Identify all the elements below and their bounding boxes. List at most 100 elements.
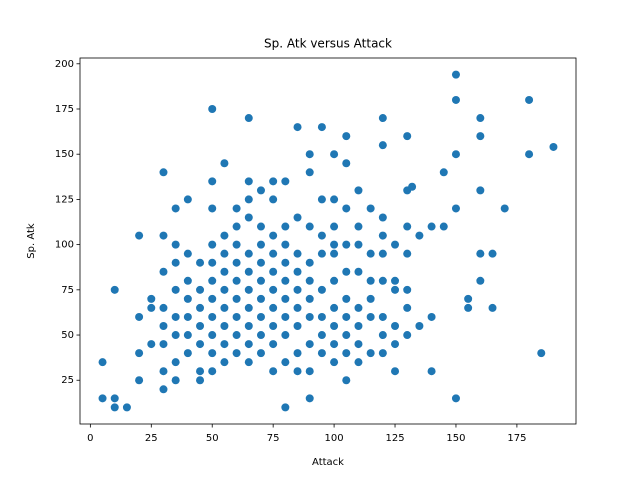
point <box>208 258 217 267</box>
point <box>110 403 119 412</box>
point <box>408 182 417 191</box>
point <box>244 195 253 204</box>
point <box>208 177 217 186</box>
y-tick-label: 25 <box>61 375 74 386</box>
point <box>305 258 314 267</box>
point <box>488 303 497 312</box>
point <box>159 267 168 276</box>
point <box>110 394 119 403</box>
point <box>196 303 205 312</box>
point <box>476 186 485 195</box>
point <box>317 331 326 340</box>
point <box>366 294 375 303</box>
point <box>403 303 412 312</box>
point <box>427 222 436 231</box>
point <box>391 367 400 376</box>
point <box>220 231 229 240</box>
point <box>342 349 351 358</box>
point <box>220 303 229 312</box>
point <box>159 321 168 330</box>
point <box>366 204 375 213</box>
x-tick-label: 125 <box>385 433 404 444</box>
point <box>293 213 302 222</box>
point <box>159 303 168 312</box>
point <box>378 331 387 340</box>
point <box>171 358 180 367</box>
point <box>305 168 314 177</box>
point <box>476 114 485 123</box>
ticks: 0 25 50 75 100 125 150 175 25 50 75 100 125 150 175 200 <box>55 59 527 444</box>
point <box>293 249 302 258</box>
point <box>354 303 363 312</box>
point <box>305 340 314 349</box>
point <box>305 276 314 285</box>
point <box>269 195 278 204</box>
point <box>366 276 375 285</box>
point <box>244 249 253 258</box>
point <box>317 249 326 258</box>
point <box>232 258 241 267</box>
point <box>183 195 192 204</box>
point <box>330 340 339 349</box>
point <box>244 321 253 330</box>
point <box>293 303 302 312</box>
point <box>293 321 302 330</box>
point <box>244 303 253 312</box>
point <box>317 231 326 240</box>
point <box>269 231 278 240</box>
point <box>330 249 339 258</box>
point <box>183 276 192 285</box>
point <box>232 222 241 231</box>
point <box>220 159 229 168</box>
point <box>378 141 387 150</box>
y-tick-label: 75 <box>61 285 74 296</box>
point <box>244 358 253 367</box>
point <box>317 312 326 321</box>
point <box>256 222 265 231</box>
point <box>330 150 339 159</box>
point <box>256 258 265 267</box>
point <box>110 285 119 294</box>
point <box>342 376 351 385</box>
point <box>135 349 144 358</box>
point <box>281 312 290 321</box>
point <box>293 367 302 376</box>
point <box>342 132 351 141</box>
point <box>256 294 265 303</box>
point <box>391 276 400 285</box>
point <box>232 331 241 340</box>
point <box>171 240 180 249</box>
point <box>208 331 217 340</box>
point <box>281 331 290 340</box>
point <box>366 312 375 321</box>
point <box>244 213 253 222</box>
point <box>354 358 363 367</box>
point <box>354 267 363 276</box>
point <box>171 312 180 321</box>
point <box>464 303 473 312</box>
point <box>269 321 278 330</box>
point <box>342 312 351 321</box>
point <box>305 150 314 159</box>
x-axis-label: Attack <box>312 457 344 468</box>
point <box>232 240 241 249</box>
point <box>281 276 290 285</box>
point <box>122 403 131 412</box>
point <box>281 177 290 186</box>
point <box>256 349 265 358</box>
point <box>317 123 326 132</box>
point <box>305 222 314 231</box>
y-axis-label: Sp. Atk <box>26 223 37 259</box>
point <box>196 340 205 349</box>
point <box>305 394 314 403</box>
point <box>403 132 412 141</box>
point <box>244 285 253 294</box>
chart-title: Sp. Atk versus Attack <box>264 37 392 51</box>
point <box>451 204 460 213</box>
x-tick-label: 75 <box>267 433 280 444</box>
point <box>183 294 192 303</box>
point <box>354 186 363 195</box>
point <box>208 312 217 321</box>
point <box>269 177 278 186</box>
